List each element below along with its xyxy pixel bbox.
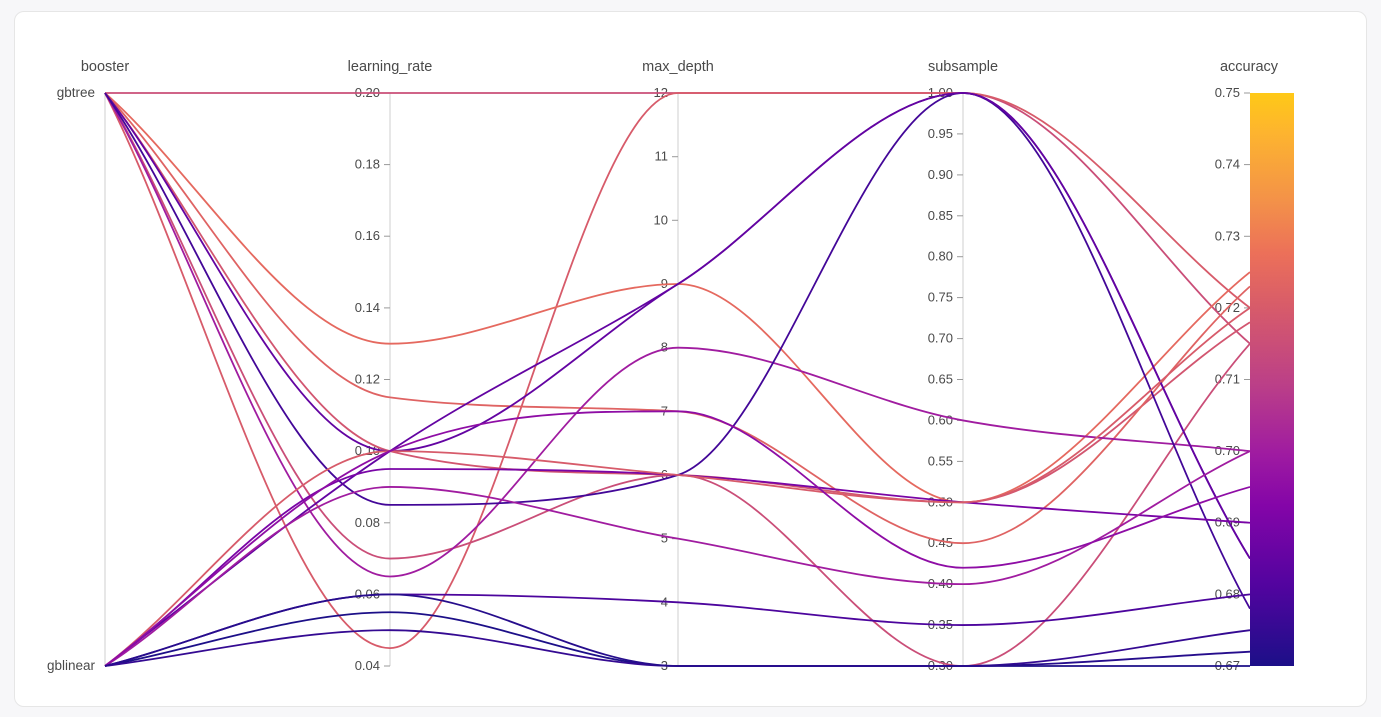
svg-text:11: 11 bbox=[655, 149, 669, 164]
svg-text:0.12: 0.12 bbox=[355, 372, 380, 387]
svg-text:subsample: subsample bbox=[928, 59, 998, 75]
svg-text:0.68: 0.68 bbox=[1215, 586, 1240, 601]
svg-text:gblinear: gblinear bbox=[47, 658, 96, 673]
svg-text:0.55: 0.55 bbox=[928, 453, 953, 468]
svg-text:0.18: 0.18 bbox=[355, 157, 380, 172]
svg-text:learning_rate: learning_rate bbox=[348, 59, 433, 75]
svg-text:0.70: 0.70 bbox=[928, 331, 953, 346]
svg-text:0.04: 0.04 bbox=[355, 658, 380, 673]
svg-text:0.95: 0.95 bbox=[928, 126, 953, 141]
svg-text:0.75: 0.75 bbox=[928, 290, 953, 305]
svg-text:0.65: 0.65 bbox=[928, 372, 953, 387]
svg-text:0.08: 0.08 bbox=[355, 515, 380, 530]
svg-text:0.80: 0.80 bbox=[928, 249, 953, 264]
svg-text:8: 8 bbox=[661, 340, 668, 355]
svg-text:0.60: 0.60 bbox=[928, 412, 953, 427]
svg-text:0.85: 0.85 bbox=[928, 208, 953, 223]
svg-text:0.90: 0.90 bbox=[928, 167, 953, 182]
svg-text:5: 5 bbox=[661, 531, 668, 546]
svg-text:booster: booster bbox=[81, 59, 130, 75]
svg-text:accuracy: accuracy bbox=[1220, 59, 1279, 75]
svg-text:0.74: 0.74 bbox=[1215, 157, 1240, 172]
svg-text:0.73: 0.73 bbox=[1215, 228, 1240, 243]
svg-text:0.16: 0.16 bbox=[355, 228, 380, 243]
svg-text:gbtree: gbtree bbox=[57, 85, 95, 100]
svg-text:10: 10 bbox=[654, 212, 668, 227]
svg-text:0.14: 0.14 bbox=[355, 300, 380, 315]
svg-text:0.71: 0.71 bbox=[1215, 372, 1240, 387]
svg-text:max_depth: max_depth bbox=[642, 59, 714, 75]
svg-text:0.75: 0.75 bbox=[1215, 85, 1240, 100]
